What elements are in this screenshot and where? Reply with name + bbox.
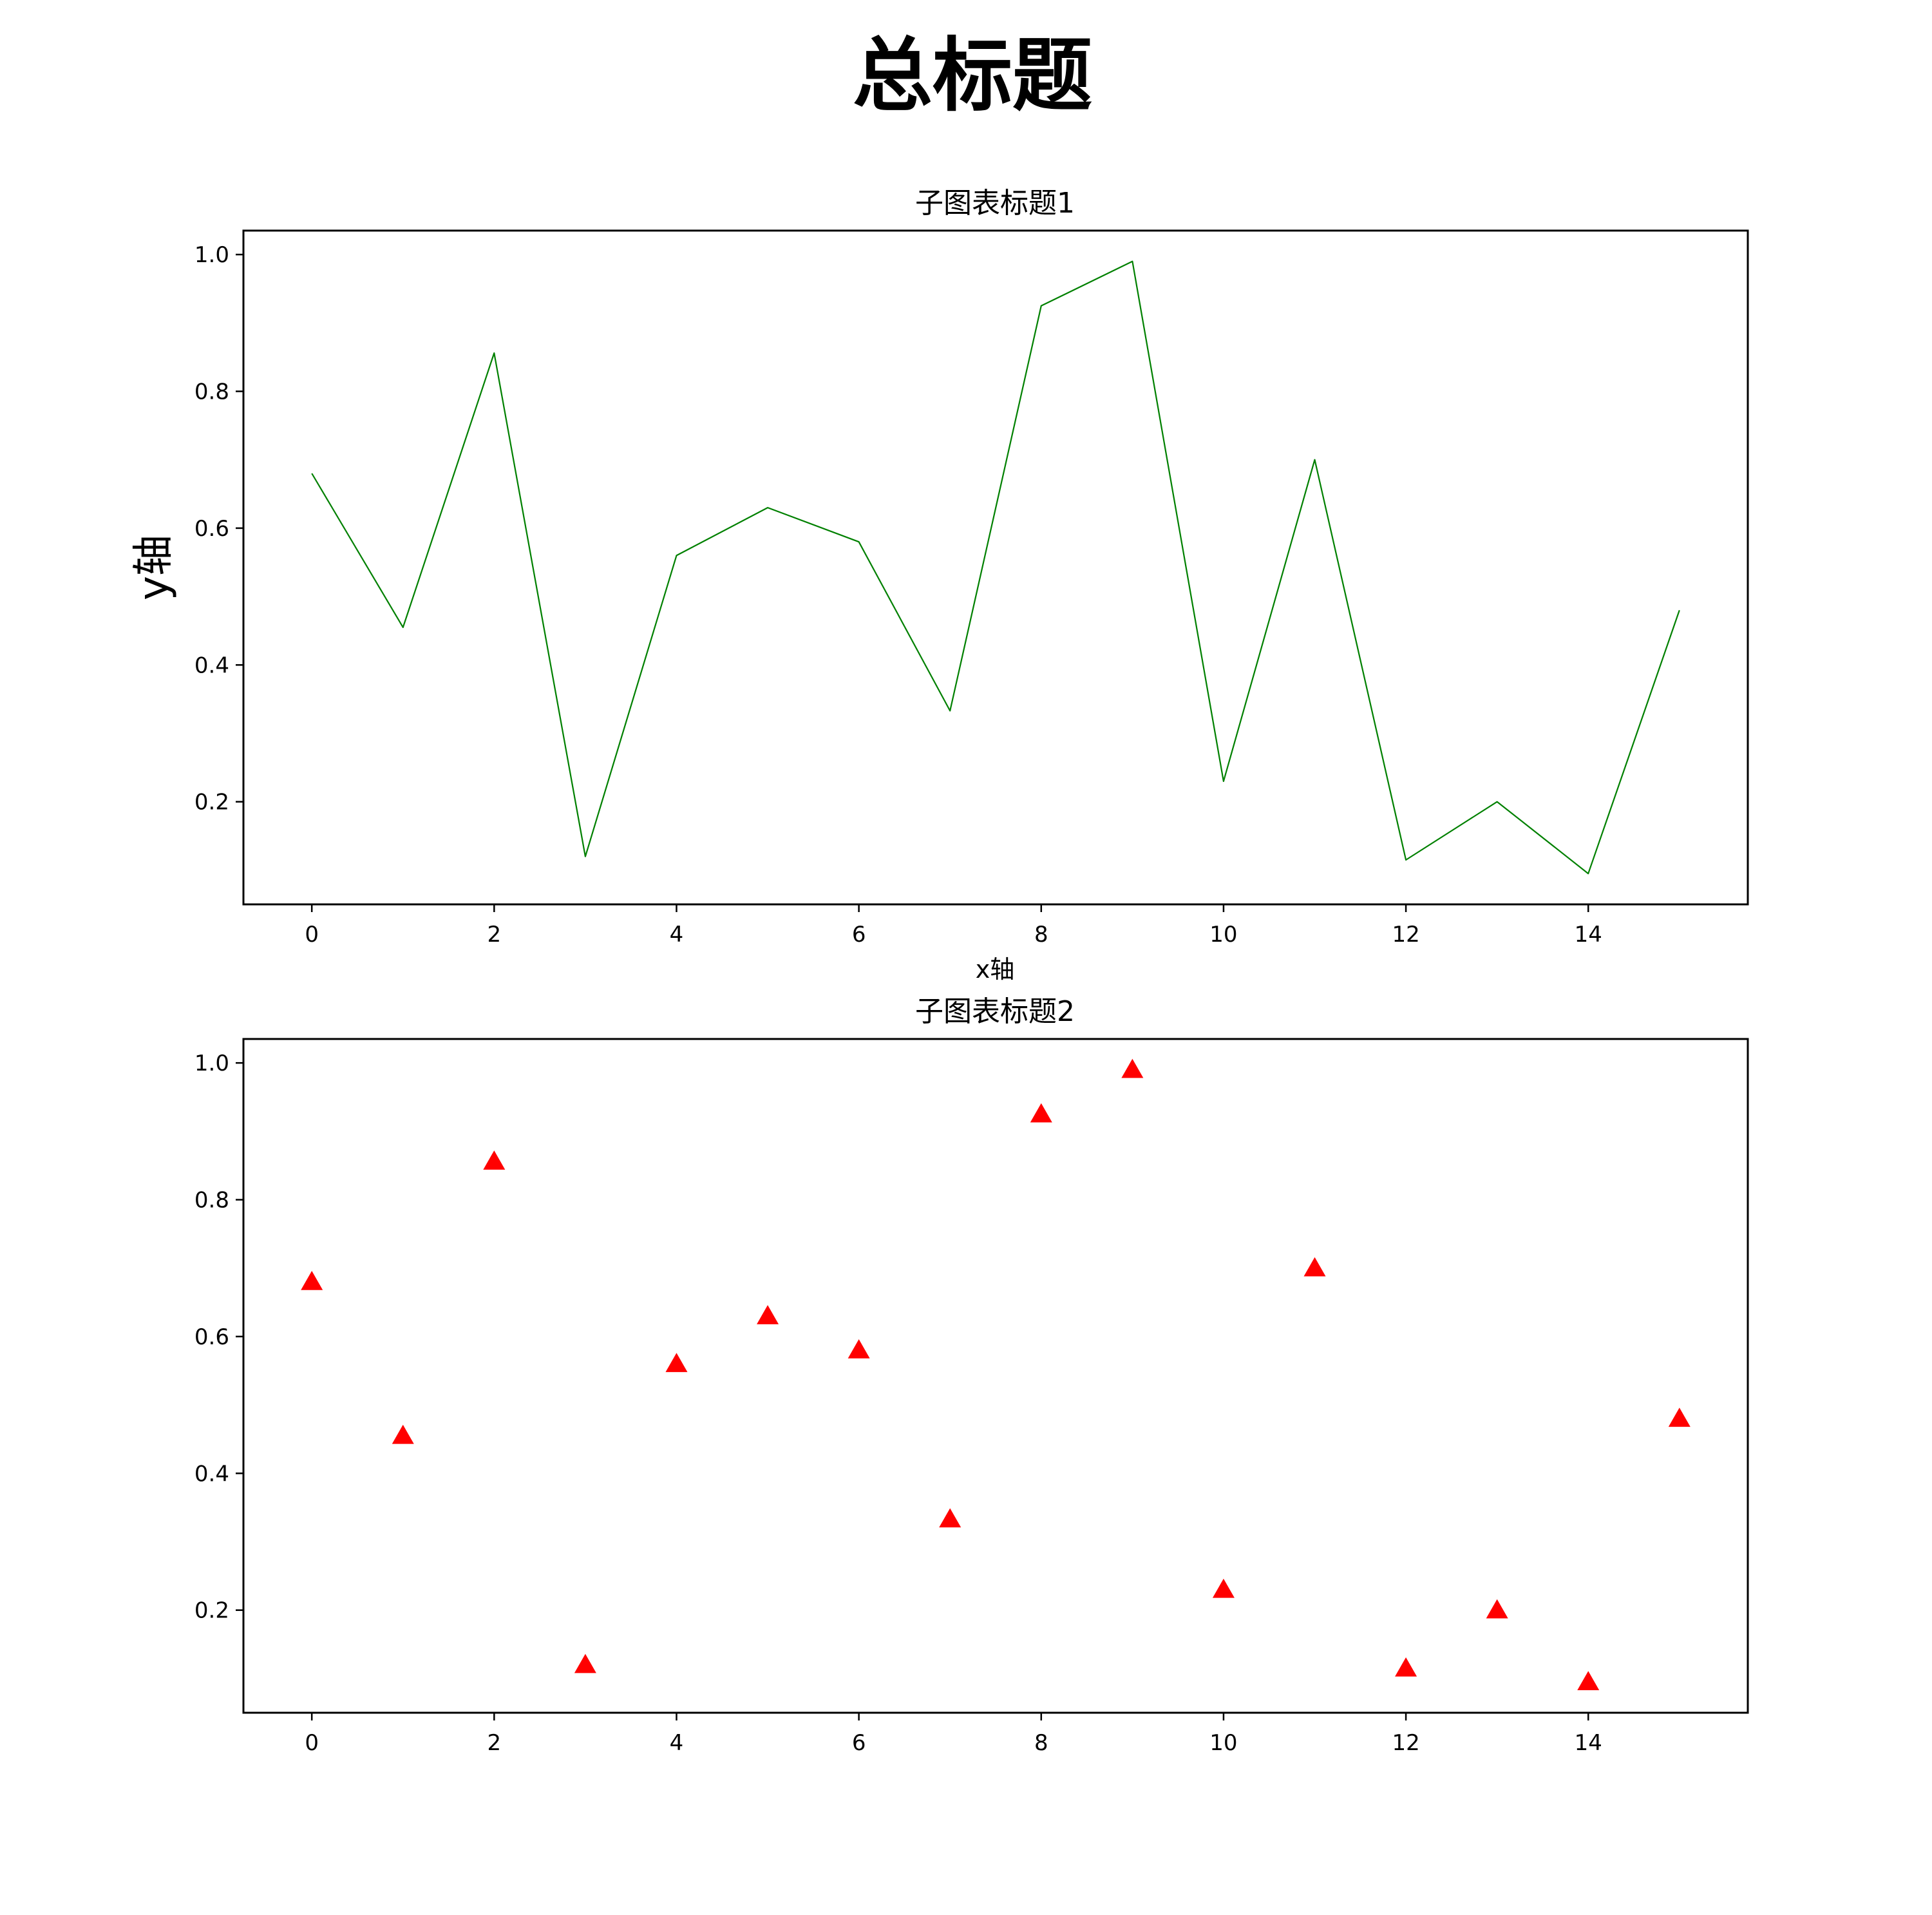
line-x-tick-label: 0 — [305, 922, 319, 948]
scatter-x-tick-label: 14 — [1575, 1730, 1602, 1756]
scatter-y-tick-label: 0.2 — [194, 1598, 229, 1624]
line-y-tick-label: 0.6 — [194, 516, 229, 542]
scatter-chart-title: 子图表标题2 — [915, 995, 1075, 1028]
scatter-y-tick-label: 0.6 — [194, 1324, 229, 1350]
scatter-x-tick-label: 12 — [1392, 1730, 1419, 1756]
scatter-y-tick-label: 0.8 — [194, 1188, 229, 1214]
line-x-tick-label: 2 — [488, 922, 502, 948]
line-chart-y-axis-label: y轴 — [130, 535, 178, 600]
line-y-tick-label: 0.2 — [194, 790, 229, 815]
line-chart-title: 子图表标题1 — [915, 187, 1075, 220]
scatter-x-tick-label: 10 — [1209, 1730, 1237, 1756]
line-x-tick-label: 8 — [1034, 922, 1048, 948]
line-x-tick-label: 4 — [670, 922, 684, 948]
scatter-x-tick-label: 0 — [305, 1730, 319, 1756]
line-x-tick-label: 14 — [1575, 922, 1602, 948]
scatter-x-tick-label: 6 — [852, 1730, 866, 1756]
line-x-tick-label: 12 — [1392, 922, 1419, 948]
line-x-tick-label: 6 — [852, 922, 866, 948]
figure-suptitle: 总标题 — [853, 30, 1092, 122]
line-y-tick-label: 0.4 — [194, 653, 229, 678]
line-chart-x-axis-label: x轴 — [976, 955, 1015, 984]
scatter-y-tick-label: 1.0 — [194, 1051, 229, 1076]
line-y-tick-label: 1.0 — [194, 242, 229, 268]
scatter-x-tick-label: 2 — [488, 1730, 502, 1756]
scatter-y-tick-label: 0.4 — [194, 1461, 229, 1487]
line-x-tick-label: 10 — [1209, 922, 1237, 948]
scatter-x-tick-label: 8 — [1034, 1730, 1048, 1756]
scatter-x-tick-label: 4 — [670, 1730, 684, 1756]
line-y-tick-label: 0.8 — [194, 379, 229, 405]
